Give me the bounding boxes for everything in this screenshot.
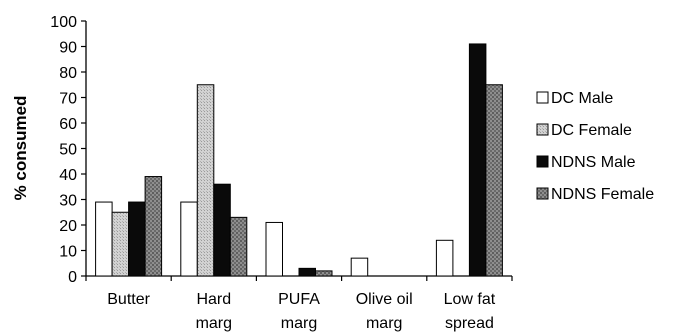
bar-dc-male: [350, 257, 369, 277]
bar-dc-female: [111, 211, 130, 277]
y-tick-label: 100: [50, 14, 77, 31]
y-tick-label: 50: [59, 142, 77, 159]
x-tick-label: Hard marg: [196, 291, 232, 332]
y-tick-label: 90: [59, 40, 77, 57]
bar-ndns-female: [485, 84, 503, 277]
bar-ndns-female: [315, 270, 333, 277]
bars: [95, 43, 503, 277]
y-tick-label: 70: [59, 91, 77, 108]
x-tick-label: Butter: [107, 291, 150, 308]
legend-label: DC Female: [551, 122, 632, 139]
y-tick-label: 0: [68, 269, 77, 286]
bar-ndns-male: [128, 201, 146, 277]
category-labels: Butter Hard marg PUFA marg Olive oil marg Low f…: [107, 291, 495, 332]
legend-swatch: [536, 91, 549, 104]
legend: DC Male DC Female NDNS Male NDNS Female: [536, 90, 654, 203]
legend-swatch: [536, 187, 549, 200]
bar-dc-male: [180, 201, 198, 277]
axes: 0 10 20 30 40 50 60 70 80 90 100: [50, 14, 513, 286]
bar-ndns-female: [144, 176, 163, 277]
legend-label: NDNS Female: [551, 186, 654, 203]
y-tick-label: 80: [59, 65, 77, 82]
y-tick-label: 60: [59, 116, 77, 133]
bar-dc-male: [435, 239, 454, 277]
legend-swatch: [536, 155, 549, 168]
bar-dc-male: [95, 201, 113, 277]
y-tick-label: 10: [59, 244, 77, 261]
bar-ndns-male: [213, 183, 231, 277]
x-tick-label: PUFA marg: [278, 291, 320, 332]
legend-label: NDNS Male: [551, 154, 636, 171]
y-tick-label: 40: [59, 167, 77, 184]
bar-ndns-male: [468, 43, 487, 277]
bar-ndns-male: [298, 267, 316, 277]
x-tick-label: Olive oil marg: [356, 291, 413, 332]
y-tick-label: 20: [59, 218, 77, 235]
x-tick-label: Low fat spread: [444, 291, 496, 332]
y-axis-title: % consumed: [11, 96, 30, 201]
y-tick-label: 30: [59, 193, 77, 210]
legend-swatch: [536, 123, 549, 136]
legend-label: DC Male: [551, 90, 613, 107]
bar-dc-male: [265, 221, 283, 277]
bar-dc-female: [196, 84, 215, 277]
bar-ndns-female: [229, 216, 248, 277]
